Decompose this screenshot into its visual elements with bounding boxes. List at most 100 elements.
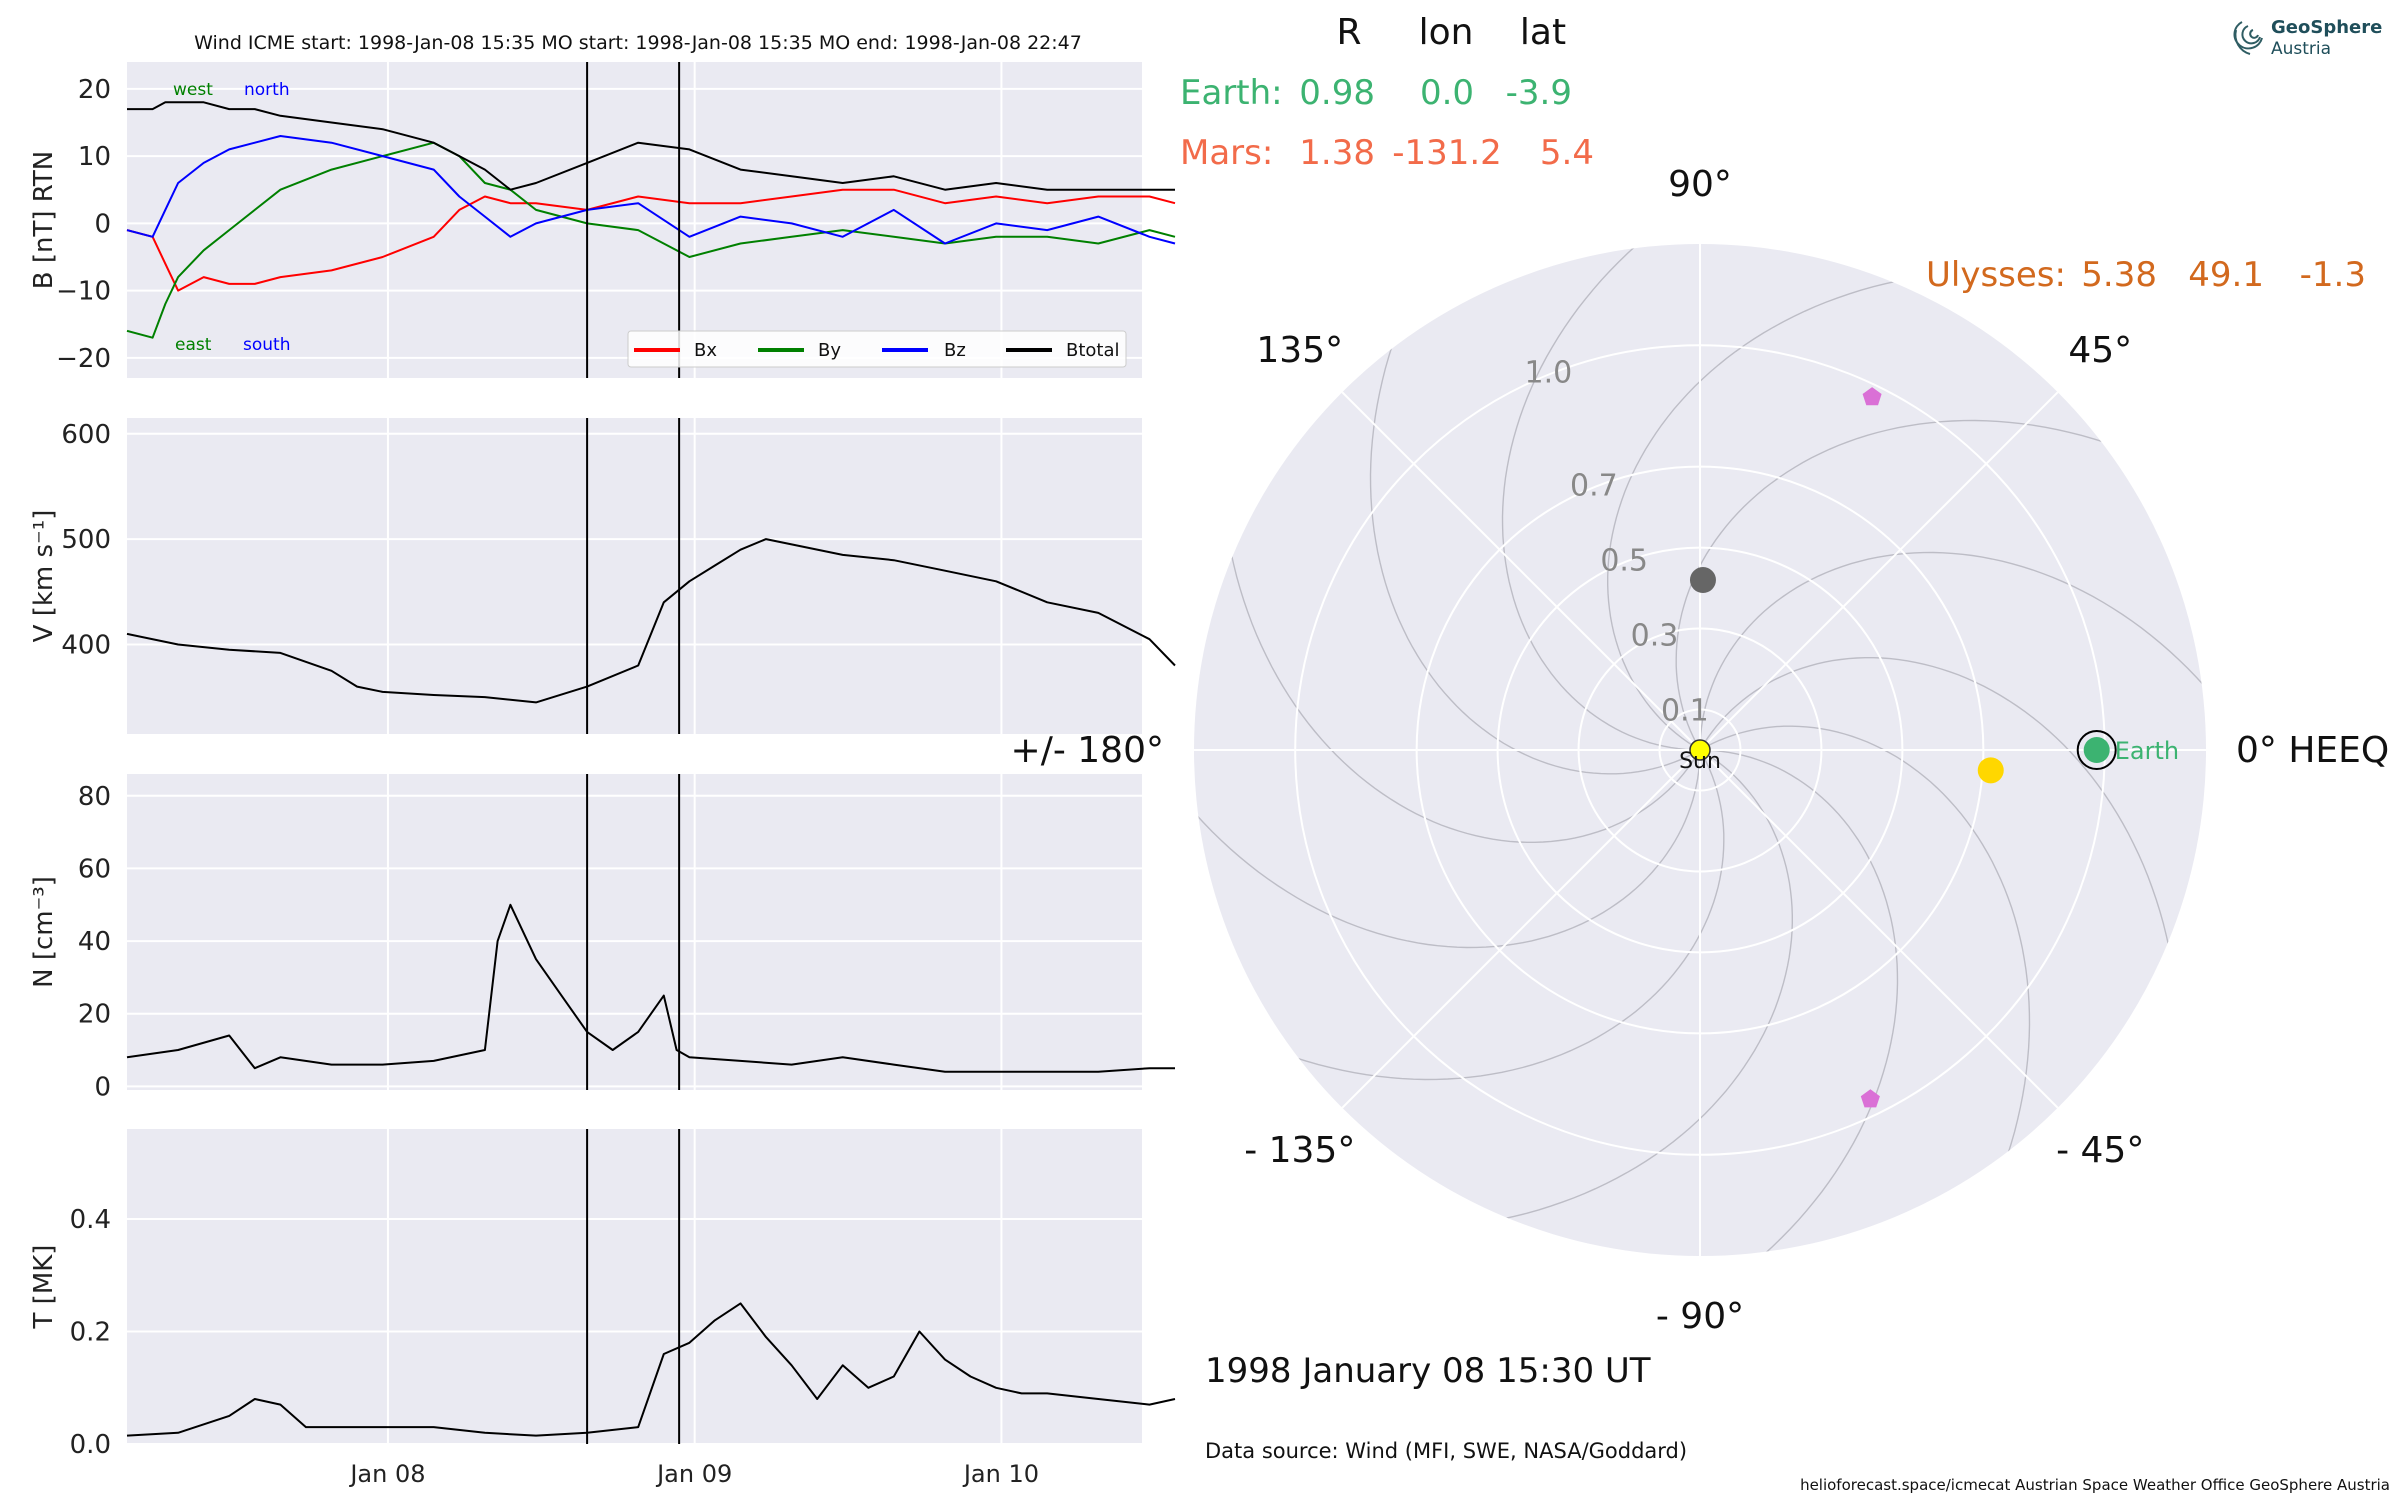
- series-line-bx: [126, 188, 1176, 292]
- legend-label-btotal: Btotal: [1066, 340, 1120, 361]
- y-tick-label: 10: [78, 142, 111, 172]
- y-axis-label: B [nT] RTN: [29, 151, 59, 290]
- spiral-line: [1699, 551, 2206, 799]
- y-tick-label: 0.0: [70, 1430, 111, 1460]
- x-tick-label: Jan 08: [348, 1460, 425, 1488]
- b-legend: Bx By Bz Btotal: [627, 330, 1127, 368]
- y-tick-label: 500: [61, 525, 111, 555]
- earth-r: 0.98: [1299, 73, 1375, 113]
- earth-label: Earth:: [1180, 73, 1283, 113]
- radial-tick-label: 0.7: [1570, 468, 1618, 503]
- y-axis-label: V [km s⁻¹]: [29, 510, 59, 643]
- y-axis-label: N [cm⁻³]: [29, 876, 59, 988]
- col-header-lon: lon: [1419, 12, 1474, 53]
- angle-tick-label: 90°: [1668, 164, 1732, 205]
- mars-label: Mars:: [1180, 133, 1273, 173]
- sun-label: Sun: [1679, 749, 1721, 774]
- y-tick-label: 80: [78, 782, 111, 812]
- spiral-line: [1699, 725, 2031, 1256]
- date-text: 1998 January 08 15:30 UT: [1205, 1351, 1651, 1391]
- radial-tick-label: 0.5: [1600, 543, 1648, 578]
- series-line-n: [126, 903, 1175, 1073]
- spiral-line: [1368, 749, 1793, 1231]
- polar-plot: 0.1 0.3 0.5 0.7 1.0 0° HEEQ 45° 90° 135° +/- 180°…: [1011, 164, 2390, 1337]
- spacecraft-marker: [1860, 1089, 1880, 1108]
- planet-marker: [1689, 567, 1716, 594]
- angle-tick-label: - 45°: [2056, 1130, 2144, 1171]
- series-line-bz: [126, 135, 1176, 245]
- y-tick-label: 0: [94, 1072, 111, 1102]
- geosphere-swirl-icon: [2233, 21, 2263, 55]
- radial-tick-label: 0.3: [1631, 618, 1679, 653]
- panel-background: [127, 1129, 1142, 1444]
- polar-ring: [1658, 708, 1742, 792]
- logo-text-line1: GeoSphere: [2271, 17, 2382, 38]
- panel-background: [127, 418, 1142, 734]
- ulysses-lat: -1.3: [2300, 255, 2366, 295]
- polar-ring: [1415, 465, 1985, 1035]
- radial-tick-label: 1.0: [1524, 356, 1572, 391]
- spiral-line: [1194, 701, 1701, 949]
- angle-tick-label: - 90°: [1656, 1296, 1744, 1337]
- y-tick-label: 20: [78, 1000, 111, 1030]
- spiral-line: [1607, 269, 2032, 751]
- polar-ring: [1496, 546, 1904, 954]
- polar-ring: [1577, 627, 1823, 873]
- spiral-line: [1194, 749, 1725, 1081]
- angle-tick-label: 0° HEEQ: [2236, 730, 2389, 771]
- y-tick-label: 0.4: [70, 1205, 111, 1235]
- spiral-line: [1219, 418, 1701, 843]
- temperature-panel: 0.4 0.2 0.0 T [MK] Jan 08 Jan 09 Jan 10: [29, 1129, 1176, 1488]
- parker-spirals: [1194, 244, 2206, 1256]
- ulysses-label: Ulysses:: [1926, 255, 2066, 295]
- y-tick-label: 60: [78, 854, 111, 884]
- mars-r: 1.38: [1299, 133, 1375, 173]
- y-tick-label: 600: [61, 420, 111, 450]
- y-tick-label: 20: [78, 75, 111, 105]
- earth-lat: -3.9: [1506, 73, 1572, 113]
- x-tick-label: Jan 09: [655, 1460, 732, 1488]
- earth-ring: [2076, 730, 2117, 770]
- mars-lon: -131.2: [1392, 133, 1502, 173]
- geosphere-logo: GeoSphere Austria: [2233, 17, 2382, 59]
- x-tick-label: Jan 10: [962, 1460, 1039, 1488]
- legend-label-bz: Bz: [944, 340, 966, 361]
- col-header-r: R: [1336, 12, 1361, 53]
- mars-lat: 5.4: [1540, 133, 1594, 173]
- annotation-north: north: [244, 80, 290, 100]
- spacecraft-marker: [1862, 387, 1882, 406]
- angle-tick-label: - 135°: [1244, 1130, 1355, 1171]
- y-tick-label: −20: [56, 344, 111, 374]
- legend-box: [627, 330, 1127, 368]
- sun-marker: [1689, 739, 1711, 761]
- y-tick-label: −10: [56, 277, 111, 307]
- y-tick-label: 0: [94, 209, 111, 239]
- spiral-line: [1651, 749, 1899, 1256]
- series-line-v: [126, 538, 1176, 704]
- legend-label-bx: Bx: [694, 340, 717, 361]
- panel-background: [127, 774, 1142, 1090]
- angle-tick-label: 45°: [2068, 330, 2132, 371]
- series-line-t: [126, 1302, 1176, 1437]
- legend-label-by: By: [818, 340, 841, 361]
- series-line-btotal: [127, 101, 1175, 191]
- planet-marker: [1977, 757, 2004, 784]
- b-field-panel: 20 10 0 −10 −20 B [nT] RTN: [29, 62, 1176, 378]
- spiral-line: [1675, 419, 2206, 751]
- earth-point-label: Earth: [2115, 737, 2179, 765]
- spiral-line: [1369, 244, 1701, 775]
- earth-lon: 0.0: [1420, 73, 1474, 113]
- angle-tick-label: 135°: [1256, 330, 1343, 371]
- ulysses-lon: 49.1: [2188, 255, 2264, 295]
- plot-title: Wind ICME start: 1998-Jan-08 15:35 MO st…: [194, 32, 1082, 54]
- y-tick-label: 400: [61, 630, 111, 660]
- earth-marker: [2083, 737, 2110, 763]
- angle-tick-label: +/- 180°: [1011, 730, 1164, 771]
- y-tick-label: 0.2: [70, 1318, 111, 1348]
- footer-credits: helioforecast.space/icmecat Austrian Spa…: [1800, 1476, 2390, 1494]
- data-source: Data source: Wind (MFI, SWE, NASA/Goddar…: [1205, 1439, 1687, 1463]
- series-line-by: [126, 141, 1176, 339]
- y-tick-label: 40: [78, 927, 111, 957]
